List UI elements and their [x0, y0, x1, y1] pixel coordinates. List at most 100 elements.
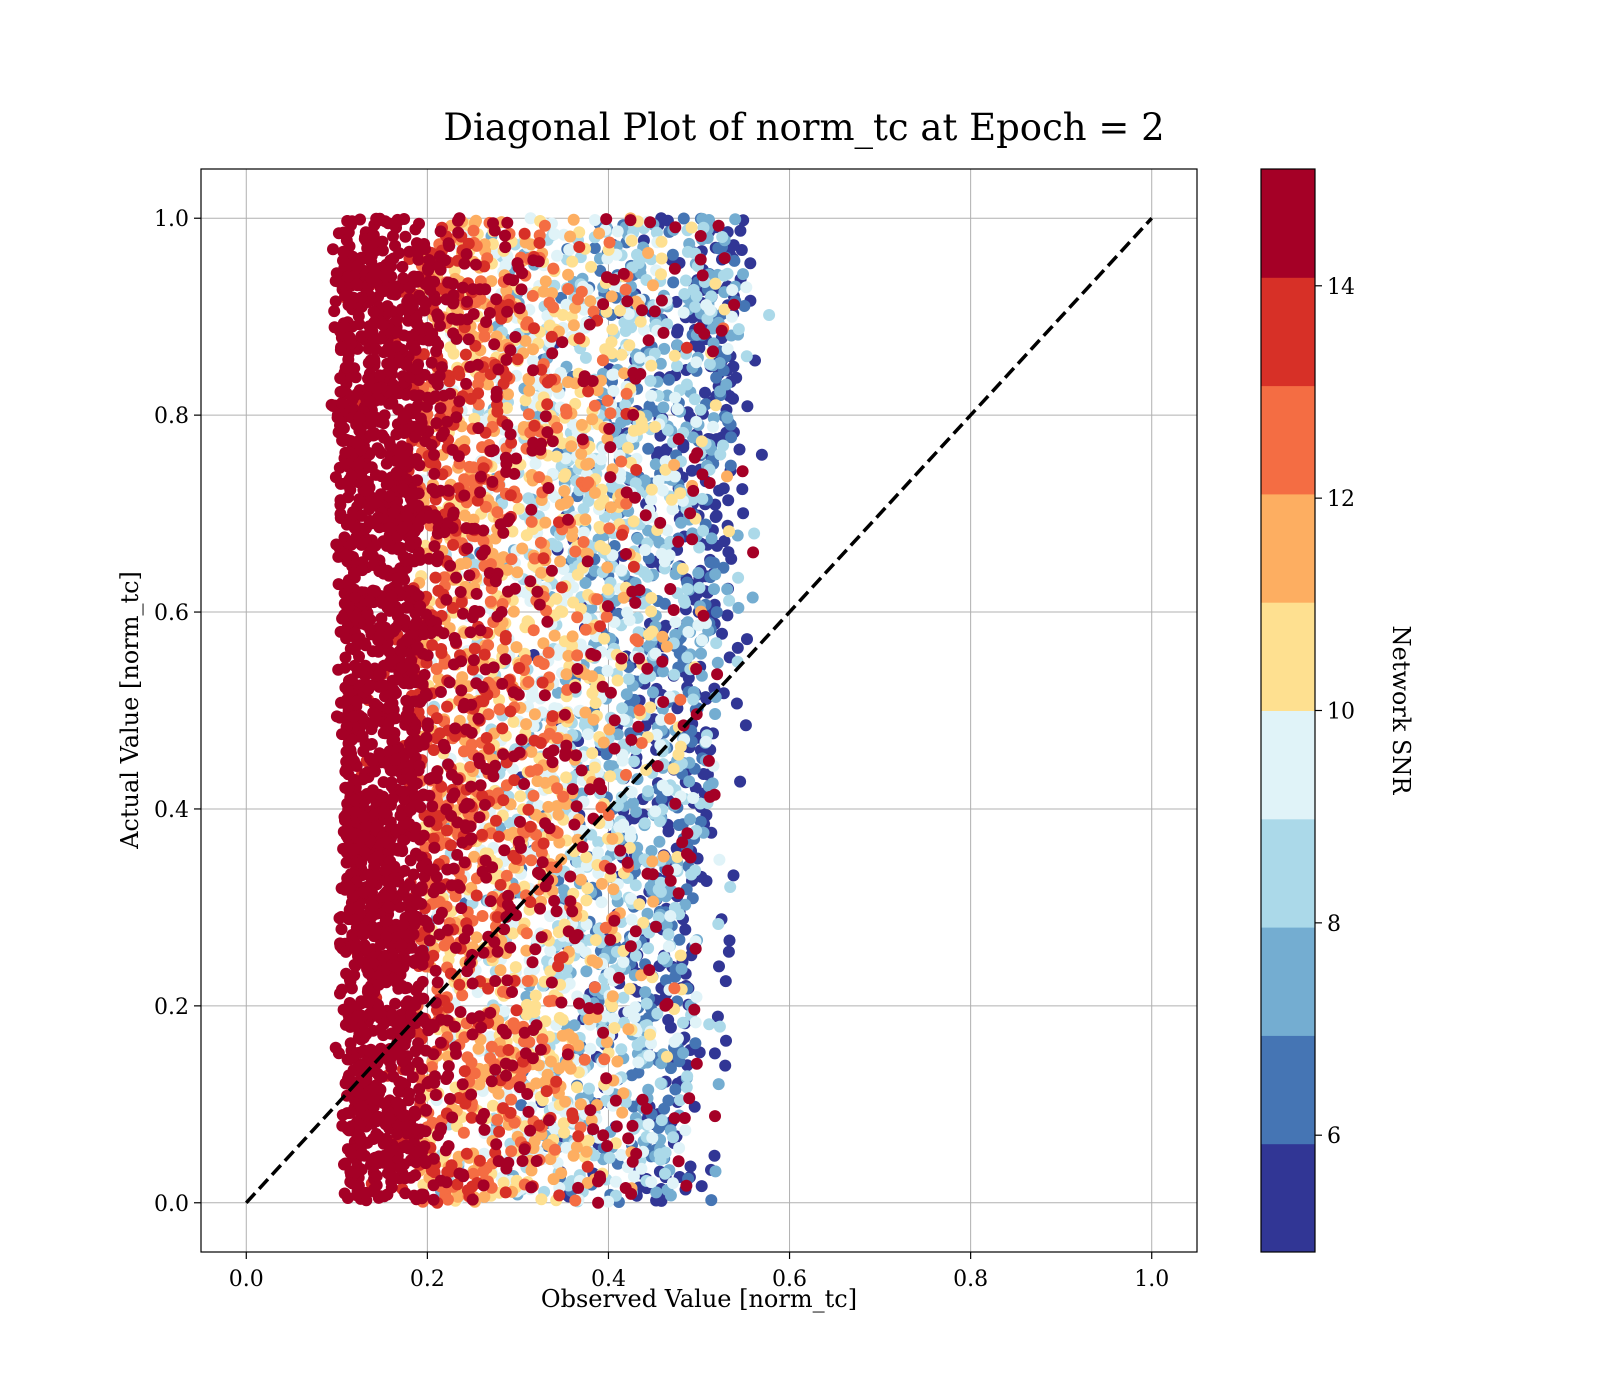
scatter-point: [645, 483, 658, 496]
scatter-point: [594, 620, 606, 633]
scatter-point: [545, 330, 558, 343]
scatter-point: [611, 674, 624, 687]
scatter-point: [717, 561, 730, 574]
scatter-point: [688, 1100, 701, 1113]
scatter-point: [497, 748, 510, 761]
scatter-point: [465, 1056, 478, 1069]
scatter-point: [699, 691, 712, 704]
scatter-point: [733, 443, 746, 456]
scatter-point: [529, 457, 542, 470]
scatter-point: [617, 1087, 630, 1100]
scatter-point: [655, 235, 668, 248]
scatter-point: [601, 600, 614, 613]
scatter-point: [527, 624, 540, 637]
scatter-point: [644, 216, 657, 229]
scatter-point: [677, 306, 690, 319]
scatter-point: [427, 1193, 440, 1206]
scatter-point: [491, 911, 504, 924]
scatter-point: [619, 1096, 632, 1109]
scatter-point: [639, 544, 652, 556]
scatter-point: [587, 713, 600, 726]
scatter-point: [618, 713, 630, 726]
scatter-point: [665, 493, 678, 506]
scatter-point: [527, 343, 539, 356]
scatter-point: [712, 242, 725, 255]
scatter-point: [617, 991, 630, 1004]
scatter-point: [700, 875, 713, 887]
scatter-point: [606, 832, 619, 845]
scatter-point: [461, 295, 474, 308]
scatter-point: [440, 1073, 453, 1085]
scatter-point: [527, 355, 539, 367]
scatter-point: [620, 768, 632, 781]
scatter-point: [584, 1104, 597, 1117]
scatter-point: [677, 1047, 690, 1059]
scatter-point: [499, 1186, 512, 1199]
scatter-point: [542, 646, 555, 659]
scatter-point: [580, 458, 593, 471]
scatter-point: [470, 889, 483, 902]
scatter-point: [551, 249, 563, 262]
scatter-point: [732, 601, 745, 614]
scatter-point: [492, 1155, 505, 1168]
scatter-point: [589, 214, 601, 226]
scatter-point: [524, 765, 537, 778]
scatter-point: [523, 384, 536, 397]
scatter-point: [618, 367, 631, 380]
scatter-point: [580, 1145, 593, 1158]
scatter-point: [671, 403, 684, 416]
scatter-point: [444, 341, 457, 354]
scatter-point: [536, 856, 549, 869]
scatter-point: [437, 738, 450, 751]
scatter-point: [716, 231, 729, 243]
scatter-point: [683, 775, 696, 788]
scatter-point: [619, 283, 632, 296]
scatter-point: [732, 323, 745, 336]
scatter-point: [719, 1059, 732, 1072]
scatter-point: [699, 386, 711, 399]
scatter-point: [720, 378, 733, 391]
scatter-point: [595, 801, 608, 814]
scatter-point: [679, 274, 692, 287]
scatter-point: [680, 1081, 693, 1094]
scatter-point: [613, 971, 625, 984]
scatter-point: [537, 552, 550, 565]
scatter-point: [583, 1082, 595, 1095]
scatter-point: [532, 655, 545, 668]
scatter-point: [659, 1167, 671, 1180]
scatter-point: [667, 1131, 680, 1144]
scatter-point: [608, 540, 621, 552]
scatter-point: [630, 805, 643, 818]
scatter-point: [658, 342, 671, 355]
scatter-point: [576, 433, 589, 446]
scatter-point: [472, 378, 484, 391]
scatter-point: [529, 989, 542, 1002]
scatter-point: [365, 461, 378, 474]
scatter-point: [713, 853, 726, 866]
scatter-point: [695, 435, 708, 448]
scatter-point: [650, 226, 663, 239]
scatter-point: [629, 295, 642, 308]
scatter-point: [467, 224, 480, 237]
scatter-point: [664, 910, 677, 922]
scatter-point: [546, 710, 559, 723]
scatter-point: [461, 1184, 474, 1197]
scatter-point: [504, 705, 517, 718]
scatter-point: [480, 871, 493, 884]
scatter-point: [644, 1028, 656, 1041]
scatter-point: [675, 962, 688, 975]
scatter-point: [709, 511, 722, 523]
scatter-point: [441, 824, 453, 837]
scatter-point: [375, 612, 388, 625]
scatter-point: [657, 665, 669, 678]
scatter-point: [644, 701, 657, 714]
scatter-point: [615, 1149, 628, 1161]
scatter-point: [655, 1114, 668, 1127]
scatter-point: [707, 420, 719, 433]
scatter-point: [709, 399, 722, 412]
scatter-point: [730, 371, 743, 384]
scatter-point: [668, 349, 681, 362]
scatter-point: [520, 529, 533, 542]
scatter-point: [428, 540, 441, 553]
scatter-point: [557, 1117, 570, 1130]
